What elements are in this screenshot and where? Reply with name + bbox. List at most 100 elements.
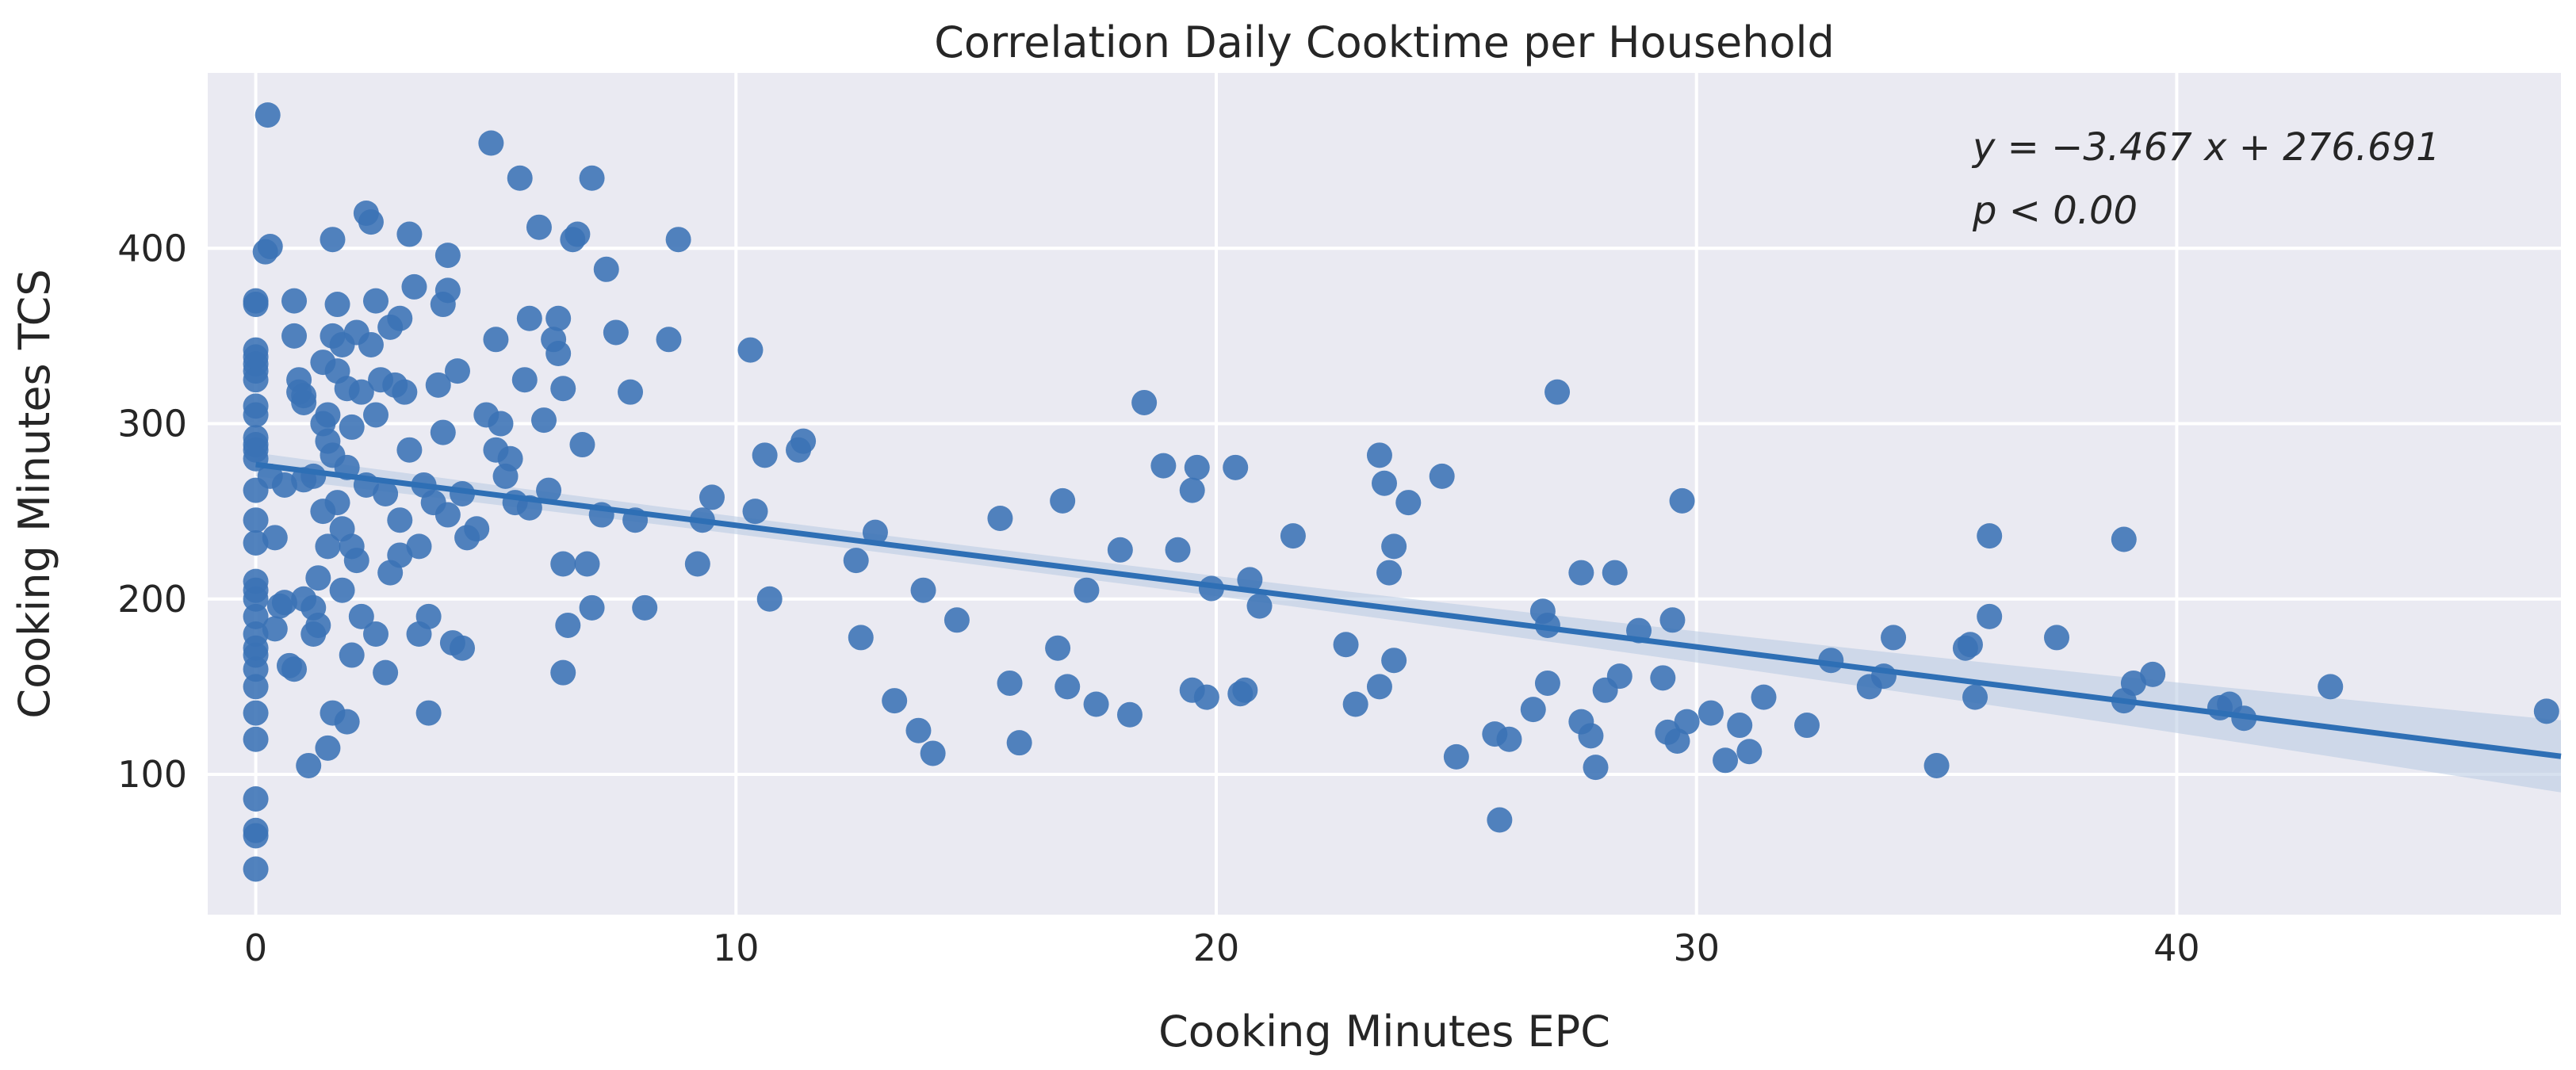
data-point bbox=[2044, 625, 2069, 651]
data-point bbox=[1131, 389, 1158, 415]
data-point bbox=[363, 402, 389, 428]
data-point bbox=[1664, 728, 1690, 754]
data-point bbox=[425, 372, 451, 398]
data-point bbox=[603, 319, 629, 346]
data-point bbox=[848, 625, 874, 651]
data-point bbox=[550, 376, 576, 402]
data-point bbox=[358, 209, 384, 235]
data-point bbox=[300, 463, 327, 489]
data-point bbox=[305, 565, 331, 591]
data-point bbox=[742, 499, 768, 525]
data-point bbox=[550, 551, 576, 577]
data-point bbox=[243, 586, 269, 612]
data-point bbox=[1107, 537, 1133, 563]
chart-title: Correlation Daily Cooktime per Household bbox=[934, 17, 1835, 67]
data-point bbox=[1923, 752, 1950, 778]
data-point bbox=[296, 752, 322, 778]
y-tick-label: 100 bbox=[117, 753, 187, 796]
data-point bbox=[843, 548, 869, 574]
data-point bbox=[348, 379, 374, 405]
x-tick-label: 10 bbox=[713, 927, 760, 969]
data-point bbox=[862, 519, 888, 545]
data-point bbox=[699, 484, 725, 510]
data-point bbox=[373, 659, 399, 686]
data-point bbox=[944, 607, 970, 633]
data-point bbox=[905, 717, 932, 743]
data-point bbox=[882, 688, 908, 714]
data-point bbox=[243, 856, 269, 882]
data-point bbox=[1055, 674, 1081, 700]
data-point bbox=[1568, 560, 1594, 586]
data-point bbox=[343, 548, 369, 574]
data-point bbox=[1376, 560, 1403, 586]
data-point bbox=[1794, 713, 1820, 739]
data-point bbox=[1487, 807, 1513, 833]
data-point bbox=[243, 529, 269, 556]
data-point bbox=[511, 367, 538, 393]
data-point bbox=[464, 516, 490, 542]
data-point bbox=[243, 785, 269, 812]
data-point bbox=[396, 221, 423, 247]
data-point bbox=[363, 288, 389, 314]
data-point bbox=[1237, 567, 1263, 593]
data-point bbox=[1520, 697, 1546, 723]
data-point bbox=[434, 243, 461, 269]
data-point bbox=[281, 323, 308, 349]
data-point bbox=[1232, 677, 1258, 703]
data-point bbox=[348, 603, 374, 629]
data-point bbox=[320, 227, 346, 253]
data-point bbox=[262, 616, 288, 642]
gridlines bbox=[208, 73, 2561, 915]
data-point bbox=[329, 577, 355, 603]
data-point bbox=[920, 740, 946, 766]
data-point bbox=[252, 239, 278, 265]
data-point bbox=[569, 432, 595, 458]
data-point bbox=[579, 594, 605, 621]
data-point bbox=[2140, 661, 2166, 687]
data-point bbox=[1246, 593, 1273, 619]
data-point bbox=[1496, 726, 1522, 752]
data-point bbox=[1150, 453, 1177, 479]
data-point bbox=[243, 292, 269, 318]
data-point bbox=[1193, 684, 1219, 710]
data-point bbox=[396, 437, 423, 463]
data-point bbox=[1366, 442, 1392, 468]
data-point bbox=[1650, 665, 1676, 691]
y-axis-label: Cooking Minutes TCS bbox=[10, 269, 59, 718]
data-point bbox=[315, 402, 341, 428]
data-point bbox=[243, 700, 269, 726]
data-point bbox=[291, 383, 317, 409]
x-tick-label: 20 bbox=[1193, 927, 1240, 969]
data-point bbox=[497, 445, 523, 472]
data-point bbox=[997, 670, 1023, 696]
x-tick-label: 30 bbox=[1673, 927, 1720, 969]
axis-ticks: 0 10 20 30 40 100 200 300 400 bbox=[117, 227, 2200, 969]
data-point bbox=[910, 577, 936, 603]
data-point bbox=[387, 542, 413, 568]
data-point bbox=[483, 327, 509, 353]
regression-equation: y = −3.467 x + 276.691 bbox=[1971, 125, 2440, 170]
y-tick-label: 300 bbox=[117, 403, 187, 445]
x-axis-label: Cooking Minutes EPC bbox=[1158, 1007, 1610, 1057]
data-point bbox=[684, 551, 710, 577]
data-point bbox=[1179, 477, 1205, 503]
data-point bbox=[987, 505, 1013, 531]
data-point bbox=[1381, 533, 1407, 560]
data-point bbox=[415, 603, 442, 629]
data-point bbox=[262, 525, 288, 551]
data-point bbox=[324, 292, 350, 318]
data-point bbox=[555, 612, 581, 638]
data-point bbox=[415, 700, 442, 726]
regression-line bbox=[255, 461, 2562, 759]
data-point bbox=[531, 407, 557, 434]
data-point bbox=[406, 533, 432, 560]
data-point bbox=[1727, 713, 1753, 739]
data-point bbox=[1366, 674, 1392, 700]
data-point bbox=[478, 130, 504, 156]
data-point bbox=[339, 414, 365, 440]
data-point bbox=[1534, 670, 1560, 696]
data-point bbox=[790, 428, 817, 454]
y-tick-label: 200 bbox=[117, 578, 187, 621]
data-point bbox=[1116, 701, 1143, 728]
